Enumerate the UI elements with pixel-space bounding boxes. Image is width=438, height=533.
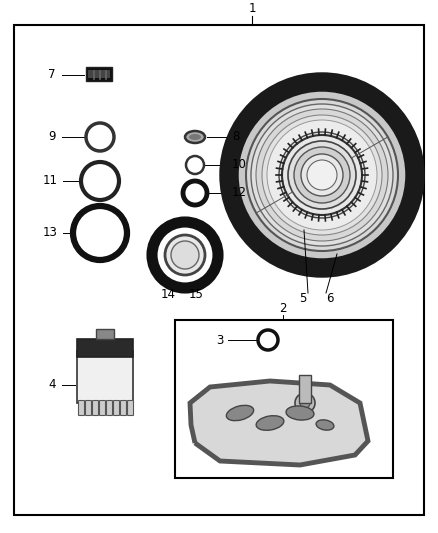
Circle shape (256, 109, 388, 241)
FancyBboxPatch shape (106, 400, 113, 416)
FancyBboxPatch shape (85, 400, 92, 416)
Ellipse shape (256, 416, 284, 430)
Text: 14: 14 (160, 288, 176, 302)
FancyBboxPatch shape (14, 25, 424, 515)
FancyBboxPatch shape (99, 400, 106, 416)
Text: 13: 13 (42, 227, 57, 239)
FancyBboxPatch shape (92, 400, 99, 416)
PathPatch shape (190, 381, 368, 465)
Text: 6: 6 (326, 293, 334, 305)
Circle shape (301, 154, 343, 196)
Ellipse shape (316, 420, 334, 430)
Circle shape (262, 115, 382, 235)
Circle shape (86, 123, 114, 151)
Circle shape (279, 132, 365, 218)
FancyBboxPatch shape (78, 400, 85, 416)
Circle shape (73, 206, 127, 260)
FancyBboxPatch shape (120, 400, 127, 416)
Ellipse shape (286, 406, 314, 420)
Circle shape (152, 222, 218, 288)
Text: 12: 12 (232, 187, 247, 199)
Circle shape (186, 156, 204, 174)
FancyBboxPatch shape (299, 375, 311, 403)
FancyBboxPatch shape (113, 400, 120, 416)
FancyBboxPatch shape (77, 339, 133, 357)
FancyBboxPatch shape (88, 70, 110, 78)
Circle shape (81, 162, 119, 200)
Text: 10: 10 (232, 158, 247, 172)
Circle shape (236, 89, 408, 261)
Circle shape (171, 241, 199, 269)
Circle shape (183, 181, 207, 205)
Circle shape (229, 82, 415, 268)
Circle shape (295, 393, 315, 413)
Text: 5: 5 (299, 293, 307, 305)
Text: 7: 7 (48, 69, 56, 82)
FancyBboxPatch shape (127, 400, 134, 416)
Text: 15: 15 (189, 288, 203, 302)
Circle shape (307, 160, 337, 190)
Circle shape (267, 120, 377, 230)
Text: 1: 1 (248, 3, 256, 15)
Text: 8: 8 (232, 131, 240, 143)
Circle shape (165, 235, 205, 275)
Ellipse shape (189, 134, 201, 140)
Circle shape (251, 104, 393, 246)
FancyBboxPatch shape (96, 329, 114, 339)
Text: 3: 3 (216, 334, 224, 346)
Circle shape (294, 147, 350, 203)
FancyBboxPatch shape (86, 67, 112, 81)
Circle shape (258, 330, 278, 350)
Circle shape (288, 141, 356, 209)
Text: 4: 4 (48, 378, 56, 392)
Text: 11: 11 (42, 174, 57, 188)
Ellipse shape (226, 405, 254, 421)
FancyBboxPatch shape (77, 351, 133, 403)
Text: 9: 9 (48, 131, 56, 143)
Circle shape (300, 398, 310, 408)
Circle shape (246, 99, 398, 251)
Ellipse shape (185, 131, 205, 143)
Text: 2: 2 (279, 302, 287, 314)
FancyBboxPatch shape (175, 320, 393, 478)
